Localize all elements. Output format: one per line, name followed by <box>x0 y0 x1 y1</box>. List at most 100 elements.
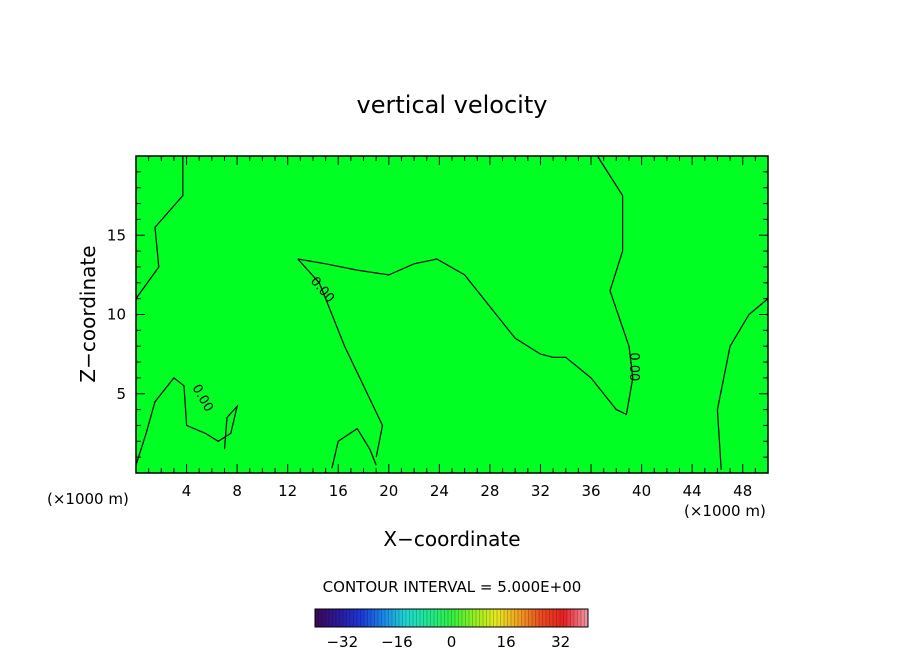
colorbar-cell <box>574 609 578 627</box>
contour-interval-text: CONTOUR INTERVAL = 5.000E+00 <box>323 578 582 596</box>
colorbar-cell <box>483 609 487 627</box>
colorbar-cell <box>542 609 547 627</box>
y-tick-label: 15 <box>107 226 126 244</box>
colorbar-cell <box>329 609 333 627</box>
colorbar-tick-label: −32 <box>326 633 358 651</box>
colorbar-cell <box>469 609 473 627</box>
colorbar <box>314 608 589 628</box>
axis-ticks <box>136 156 768 473</box>
colorbar-cell <box>378 609 382 627</box>
colorbar-cell <box>336 609 340 627</box>
colorbar-labels: −32 −16 0 16 32 <box>326 633 570 651</box>
colorbar-cell <box>346 609 351 627</box>
colorbar-cell <box>392 609 396 627</box>
colorbar-cell <box>581 609 585 627</box>
colorbar-cell <box>476 609 480 627</box>
colorbar-cell <box>451 609 456 627</box>
x-tick-label: 16 <box>329 482 348 500</box>
colorbar-cell <box>570 609 575 627</box>
colorbar-cell <box>402 609 407 627</box>
velocity-field <box>136 156 768 473</box>
colorbar-cell <box>374 609 379 627</box>
colorbar-cell <box>493 609 498 627</box>
colorbar-cell <box>479 609 484 627</box>
colorbar-cell <box>462 609 466 627</box>
y-tick-label: 5 <box>116 385 126 403</box>
colorbar-cell <box>427 609 431 627</box>
x-tick-label: 44 <box>683 482 702 500</box>
x-tick-label: 36 <box>581 482 600 500</box>
contour-lines <box>135 155 769 470</box>
colorbar-cell <box>448 609 452 627</box>
colorbar-cell <box>318 609 323 627</box>
colorbar-cell <box>584 609 589 627</box>
colorbar-cell <box>315 609 319 627</box>
colorbar-cell <box>423 609 428 627</box>
colorbar-cell <box>525 609 529 627</box>
colorbar-cell <box>472 609 477 627</box>
colorbar-cell <box>416 609 421 627</box>
y-tick-labels: 5 10 15 <box>107 226 126 403</box>
colorbar-cell <box>546 609 550 627</box>
colorbar-cell <box>413 609 417 627</box>
colorbar-cell <box>518 609 522 627</box>
x-tick-label: 32 <box>531 482 550 500</box>
colorbar-cell <box>325 609 330 627</box>
colorbar-cell <box>385 609 389 627</box>
colorbar-cell <box>406 609 410 627</box>
plot-area: 0.000.000.00 <box>135 155 769 474</box>
x-tick-labels: 4 8 12 16 20 24 28 32 36 40 44 48 <box>182 482 752 500</box>
contour-line <box>135 156 184 299</box>
colorbar-cell <box>465 609 470 627</box>
colorbar-cell <box>353 609 358 627</box>
colorbar-cell <box>434 609 438 627</box>
colorbar-cell <box>507 609 512 627</box>
colorbar-cell <box>339 609 344 627</box>
colorbar-cell <box>332 609 337 627</box>
colorbar-tick-label: −16 <box>381 633 413 651</box>
y-axis-label: Z−coordinate <box>76 245 100 382</box>
x-tick-label: 24 <box>430 482 449 500</box>
colorbar-cell <box>458 609 463 627</box>
colorbar-cell <box>532 609 536 627</box>
contour-line <box>297 258 384 458</box>
colorbar-cell <box>444 609 449 627</box>
colorbar-cell <box>490 609 494 627</box>
contour-label: 0.00 <box>626 352 641 381</box>
colorbar-cell <box>514 609 519 627</box>
colorbar-cell <box>357 609 361 627</box>
colorbar-cell <box>535 609 540 627</box>
colorbar-frame <box>314 608 589 628</box>
colorbar-cell <box>556 609 561 627</box>
colorbar-cell <box>528 609 533 627</box>
colorbar-cell <box>455 609 459 627</box>
colorbar-cell <box>343 609 347 627</box>
colorbar-cell <box>430 609 435 627</box>
contour-line <box>297 155 634 416</box>
x-unit-right: (×1000 m) <box>684 502 766 520</box>
colorbar-cell <box>381 609 386 627</box>
colorbar-cell <box>563 609 568 627</box>
colorbar-cell <box>420 609 424 627</box>
colorbar-cell <box>364 609 368 627</box>
y-tick-label: 10 <box>107 306 126 324</box>
x-tick-label: 40 <box>632 482 651 500</box>
colorbar-cell <box>395 609 400 627</box>
chart-title: vertical velocity <box>357 91 548 119</box>
colorbar-cell <box>388 609 393 627</box>
colorbar-cell <box>500 609 505 627</box>
colorbar-cell <box>486 609 491 627</box>
colorbar-cell <box>567 609 571 627</box>
colorbar-cell <box>560 609 564 627</box>
colorbar-cell <box>539 609 543 627</box>
colorbar-cell <box>350 609 354 627</box>
colorbar-cell <box>441 609 445 627</box>
colorbar-cell <box>504 609 508 627</box>
colorbar-cell <box>521 609 526 627</box>
colorbar-cell <box>497 609 501 627</box>
colorbar-cell <box>371 609 375 627</box>
contour-line <box>716 298 769 470</box>
colorbar-cell <box>577 609 582 627</box>
